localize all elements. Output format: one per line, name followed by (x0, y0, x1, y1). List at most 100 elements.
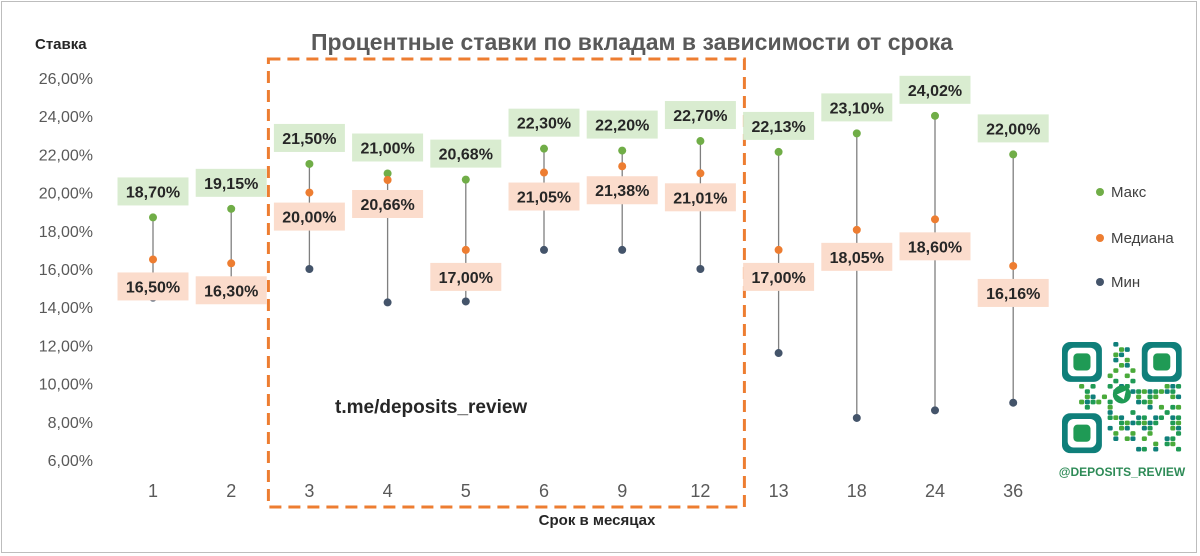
max-data-label: 21,50% (282, 131, 336, 148)
y-tick-label: 12,00% (39, 338, 93, 355)
y-tick-label: 22,00% (39, 147, 93, 164)
x-axis-title: Срок в месяцах (539, 512, 656, 529)
max-data-label-bg (664, 101, 736, 130)
y-axis-title: Ставка (35, 36, 87, 53)
data-point (774, 245, 783, 254)
median-data-label-bg (899, 232, 971, 261)
median-data-label: 17,00% (751, 270, 805, 287)
data-point (461, 297, 470, 306)
median-data-label: 17,00% (439, 270, 493, 287)
chart-title: Процентные ставки по вкладам в зависимос… (311, 29, 953, 55)
data-point (305, 188, 314, 197)
max-data-label: 22,13% (751, 119, 805, 136)
x-tick-label: 24 (925, 481, 945, 501)
x-tick-label: 36 (1003, 481, 1023, 501)
legend-marker (1096, 234, 1104, 242)
median-data-label-bg (273, 202, 345, 231)
median-data-label: 21,01% (673, 190, 727, 207)
legend-marker (1096, 188, 1104, 196)
data-point (931, 111, 939, 120)
max-data-label-bg (352, 133, 424, 162)
median-data-label: 20,66% (360, 197, 414, 214)
max-data-label-bg (117, 177, 189, 206)
max-data-label: 22,00% (986, 121, 1040, 138)
data-point (461, 175, 470, 184)
data-point (540, 168, 548, 177)
median-data-label-bg (430, 262, 502, 291)
x-tick-label: 1 (148, 481, 158, 501)
max-data-label-bg (273, 123, 345, 152)
max-data-label: 22,70% (673, 108, 727, 125)
median-data-label-bg (508, 182, 580, 211)
median-data-label: 16,50% (126, 279, 180, 296)
y-tick-label: 14,00% (39, 300, 93, 317)
data-point (383, 169, 392, 178)
data-point (227, 204, 236, 213)
data-point (931, 406, 939, 415)
max-data-label: 22,20% (595, 118, 649, 135)
y-tick-label: 26,00% (39, 71, 93, 88)
median-data-label: 20,00% (282, 210, 336, 227)
data-point (383, 298, 392, 307)
median-data-label: 21,05% (517, 190, 571, 207)
x-tick-label: 5 (461, 481, 471, 501)
data-point (852, 129, 861, 138)
data-point (227, 259, 236, 268)
max-data-label: 19,15% (204, 176, 258, 193)
x-tick-label: 2 (226, 481, 236, 501)
median-data-label-bg (977, 278, 1049, 307)
max-data-label: 21,00% (360, 141, 414, 158)
max-data-label: 18,70% (126, 184, 180, 201)
data-point (774, 349, 783, 358)
median-data-label-bg (743, 262, 815, 291)
max-data-label-bg (586, 110, 658, 139)
max-data-label-bg (195, 168, 267, 197)
data-point (931, 215, 939, 224)
data-point (618, 146, 627, 155)
data-point (540, 245, 548, 254)
y-tick-label: 18,00% (39, 224, 93, 241)
y-tick-label: 20,00% (39, 186, 93, 203)
qr-code (1062, 342, 1182, 454)
qr-caption: @DEPOSITS_REVIEW (1059, 465, 1186, 479)
y-tick-label: 16,00% (39, 262, 93, 279)
x-tick-label: 6 (539, 481, 549, 501)
y-tick-label: 24,00% (39, 109, 93, 126)
data-point (1009, 261, 1018, 270)
median-data-label: 16,30% (204, 283, 258, 300)
data-point (383, 175, 392, 184)
legend-entry: Медиана (1111, 230, 1174, 247)
data-point (852, 413, 861, 422)
data-point (149, 255, 157, 264)
max-data-label: 23,10% (830, 100, 884, 117)
legend-entry: Мин (1111, 274, 1140, 291)
median-data-label-bg (586, 176, 658, 205)
data-point (1009, 150, 1018, 159)
data-point (305, 265, 314, 273)
y-tick-label: 6,00% (48, 453, 93, 470)
x-tick-label: 4 (383, 481, 393, 501)
x-tick-label: 13 (769, 481, 789, 501)
median-data-label-bg (664, 183, 736, 212)
median-data-label: 18,60% (908, 239, 962, 256)
median-data-label: 16,16% (986, 286, 1040, 303)
max-data-label: 22,30% (517, 116, 571, 133)
data-point (696, 137, 705, 146)
max-data-label-bg (508, 108, 580, 137)
x-tick-label: 9 (617, 481, 627, 501)
median-data-label-bg (821, 242, 893, 271)
legend-marker (1096, 278, 1104, 286)
data-point (618, 245, 627, 254)
max-data-label-bg (430, 139, 502, 168)
data-point (852, 225, 861, 234)
data-point (149, 213, 157, 222)
legend-entry: Макс (1111, 184, 1147, 201)
median-data-label: 18,05% (830, 250, 884, 267)
data-point (774, 147, 783, 156)
data-point (461, 245, 470, 254)
median-data-label-bg (195, 276, 267, 305)
x-tick-label: 3 (304, 481, 314, 501)
highlight-box (266, 57, 746, 509)
max-data-label-bg (743, 111, 815, 140)
y-tick-label: 8,00% (48, 415, 93, 432)
